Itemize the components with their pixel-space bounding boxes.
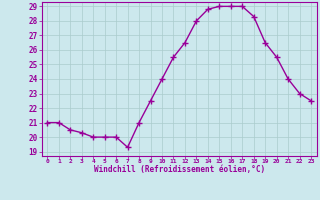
X-axis label: Windchill (Refroidissement éolien,°C): Windchill (Refroidissement éolien,°C) — [94, 165, 265, 174]
